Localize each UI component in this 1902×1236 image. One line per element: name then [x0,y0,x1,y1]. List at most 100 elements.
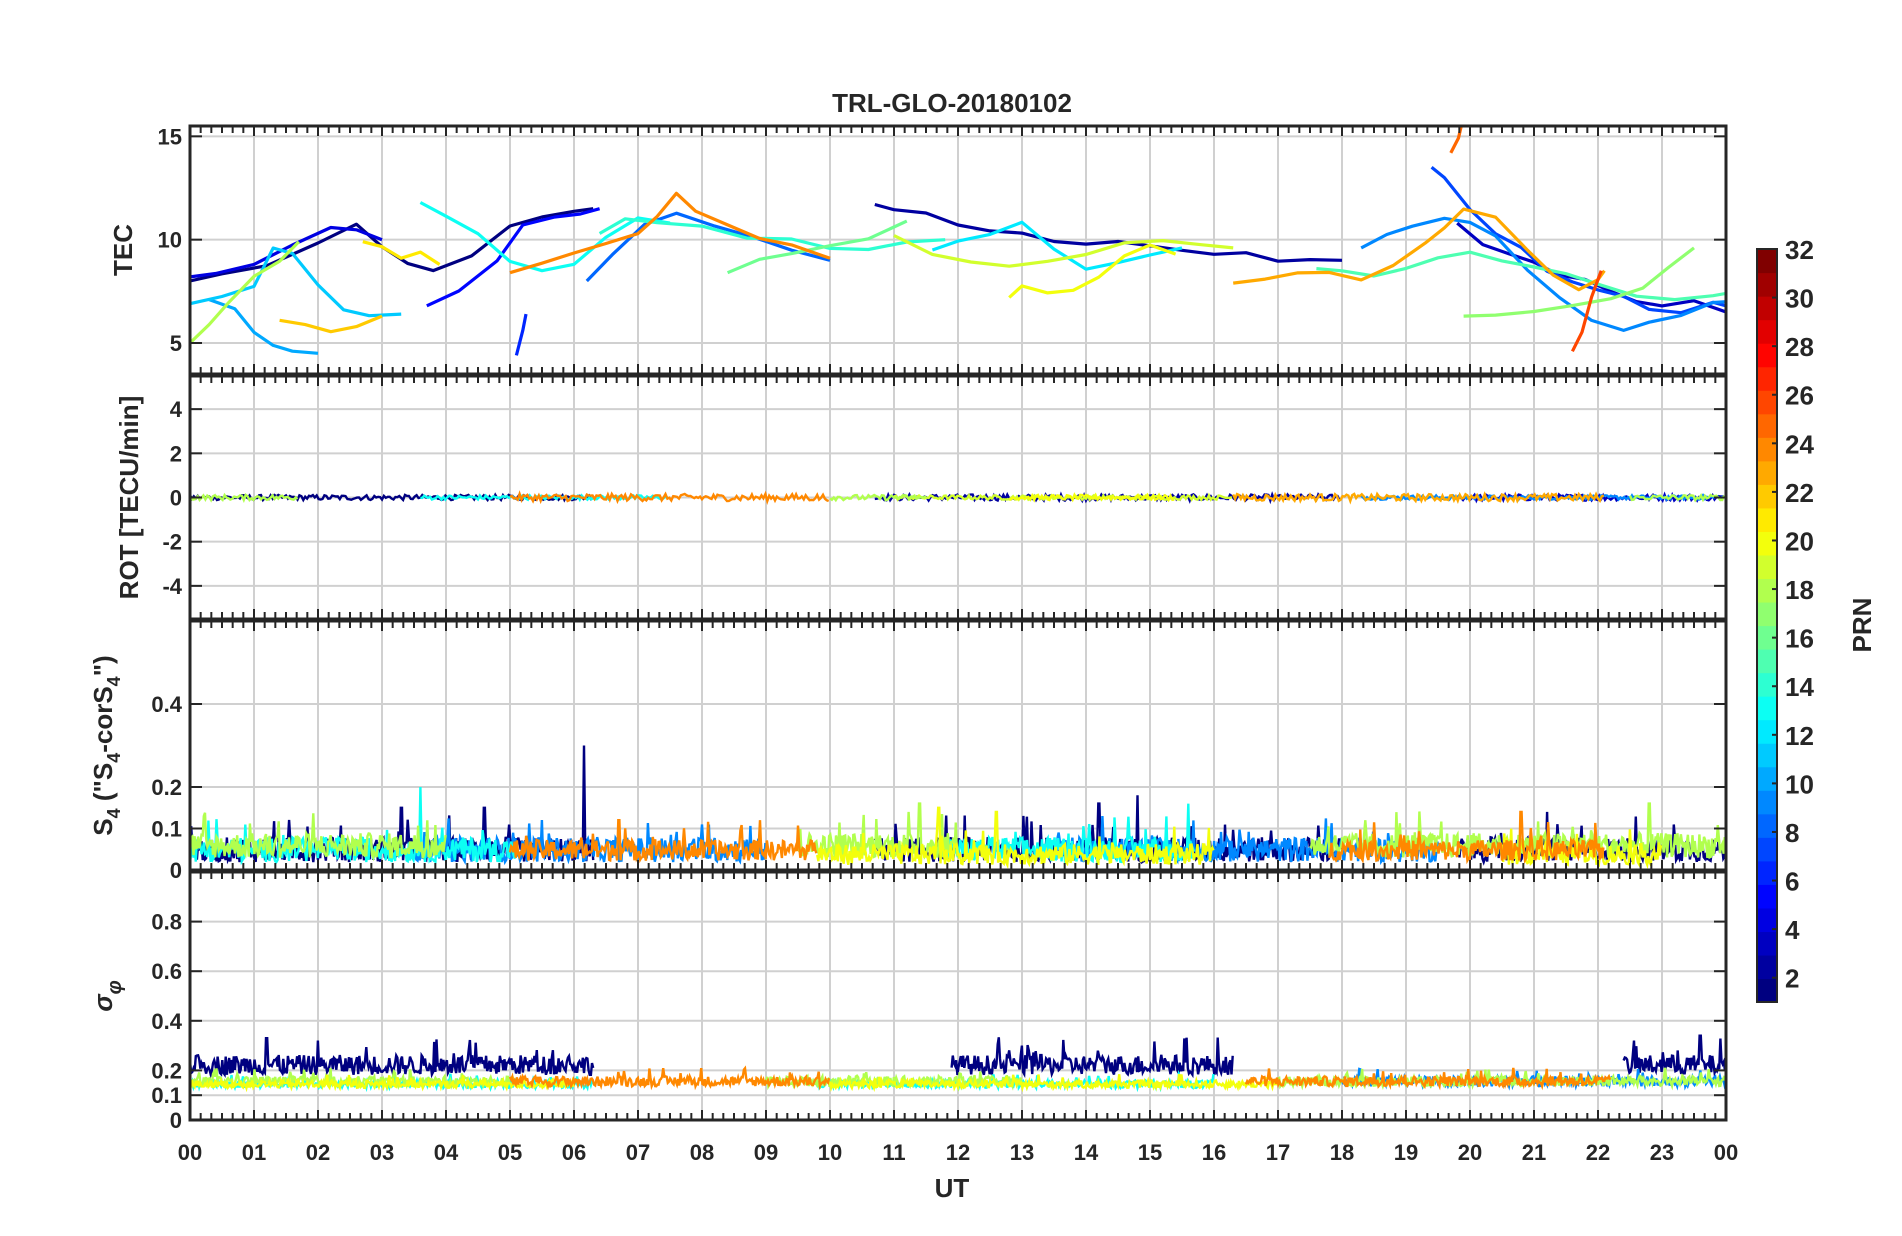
panel-tec: 5 10 15 TEC [108,124,1728,376]
tec-line-prn-24 [509,191,831,275]
y-tick-label: 0 [170,858,182,883]
colorbar-tick-label: 22 [1785,478,1814,508]
colorbar-band [1757,531,1777,556]
x-tick-label: 00 [1714,1140,1738,1165]
tec-line-prn-12 [931,220,1183,271]
y-tick-label: 0.1 [151,817,182,842]
x-tick-label: 17 [1266,1140,1290,1165]
colorbar-tick-label: 4 [1785,915,1800,945]
colorbar-band [1757,931,1777,956]
y-tick-label: 0.6 [151,959,182,984]
sigphi-line-prn-1 [1622,1034,1726,1078]
sigphi-line-prn-24 [1244,1067,1612,1091]
tec-line-prn-5 [426,207,601,308]
s4-line-prn-18 [796,802,959,861]
y-tick-label: 2 [170,441,182,466]
tec-line-prn-10 [208,298,319,355]
x-tick-label: 21 [1522,1140,1546,1165]
x-tick-label: 02 [306,1140,330,1165]
colorbar-band [1757,390,1777,415]
rot-line-prn-18 [829,493,927,503]
s4-line-prn-18 [190,812,447,862]
colorbar-tick-label: 12 [1785,721,1814,751]
colorbar-band [1757,319,1777,344]
y-tick-label: 0 [170,1108,182,1133]
tec-line-prn-26 [1570,270,1603,353]
y-tick-label: -2 [162,530,182,555]
tec-line-prn-18 [190,240,300,345]
tec-line-prn-25 [1449,126,1463,154]
panel-s4: 0 0.1 0.2 0.4 S4 ("S4-corS4") [88,619,1728,883]
sigphi-line-prn-1 [950,1037,1234,1079]
y-tick-label: -4 [162,574,182,599]
y-tick-label: 4 [170,397,183,422]
x-minor-ticks-sigphi [189,872,1727,1120]
y-axis-label-s4: S4 ("S4-corS4") [88,655,124,835]
tec-line-prn-4 [190,225,383,279]
colorbar-band [1757,790,1777,815]
series-group-rot [190,490,1726,505]
grid-sigphi [190,872,1726,1121]
x-tick-label: 13 [1010,1140,1034,1165]
series-group-tec [190,126,1726,356]
x-tick-label: 23 [1650,1140,1674,1165]
colorbar-tick-label: 14 [1785,672,1814,702]
colorbar-band [1757,413,1777,438]
y-tick-label: 0.4 [151,692,182,717]
colorbar-tick-label: 2 [1785,964,1799,994]
tec-line-prn-13 [419,201,671,273]
colorbar-band [1757,343,1777,368]
y-tick-label: 0.2 [151,775,182,800]
y-tick-label: 10 [158,228,182,253]
x-tick-label: 18 [1330,1140,1354,1165]
colorbar-tick-label: 6 [1785,867,1799,897]
y-tick-label: 0.4 [151,1009,182,1034]
x-axis: 00 01 02 03 04 05 06 07 08 09 10 11 12 13 14 15 16 17 18 19… [178,1140,1738,1165]
rot-line-prn-20 [1008,492,1175,503]
colorbar-tick-label: 32 [1785,235,1814,265]
x-tick-label: 05 [498,1140,522,1165]
tec-line-prn-8 [585,211,831,283]
rot-line-prn-18 [190,492,299,503]
tec-line-prn-20 [1008,243,1177,299]
y-tick-label: 0 [170,486,182,511]
colorbar-tick-label: 18 [1785,575,1814,605]
colorbar-band [1757,578,1777,603]
colorbar-band [1757,507,1777,532]
colorbar-tick-label: 8 [1785,818,1799,848]
tec-line-prn-16 [726,219,908,275]
colorbar-band [1757,743,1777,768]
y-tick-label: 0.2 [151,1058,182,1083]
colorbar-band [1757,625,1777,650]
rot-line-prn-23 [1232,491,1605,505]
tec-line-prn-2 [874,202,1343,263]
colorbar-tick-label: 30 [1785,284,1814,314]
colorbar-tick-label: 28 [1785,332,1814,362]
colorbar-tick-label: 26 [1785,381,1814,411]
y-axis-label-tec: TEC [108,224,138,276]
tec-line-prn-1 [190,207,594,283]
colorbar-band [1757,884,1777,909]
x-tick-label: 03 [370,1140,394,1165]
colorbar-frame [1756,248,1778,1003]
sigphi-line-prn-20 [190,1074,575,1093]
tec-line-prn-9 [1360,216,1726,332]
colorbar-band [1757,978,1777,1003]
tec-line-prn-22 [279,314,383,334]
colorbar-band [1757,460,1777,485]
tec-line-prn-19 [893,234,1234,268]
x-tick-label: 08 [690,1140,714,1165]
colorbar-band [1757,554,1777,580]
colorbar-band [1757,696,1777,721]
x-minor-ticks-rot [189,376,1727,619]
x-tick-label: 00 [178,1140,202,1165]
tec-line-prn-15 [1316,250,1726,302]
x-tick-label: 16 [1202,1140,1226,1165]
y-tick-label: 0.1 [151,1083,182,1108]
colorbar-band [1757,437,1777,462]
s4-line-prn-18 [1309,802,1726,860]
y-tick-label: 5 [170,331,182,356]
